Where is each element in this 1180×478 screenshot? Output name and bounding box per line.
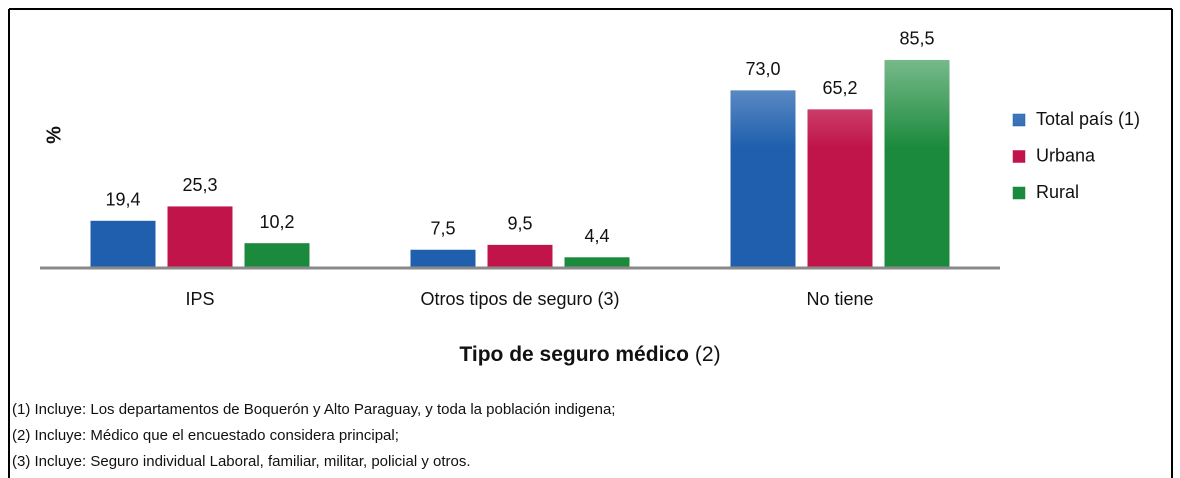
x-tick-label: No tiene <box>806 289 873 309</box>
data-label: 10,2 <box>259 212 294 232</box>
bar <box>884 59 950 269</box>
data-label: 85,5 <box>899 29 934 49</box>
bar <box>807 109 873 268</box>
footnote: (2) Incluye: Médico que el encuestado co… <box>12 427 399 444</box>
x-axis-label: Tipo de seguro médico (2) <box>459 343 720 366</box>
data-label: 25,3 <box>182 175 217 195</box>
legend-swatch <box>1012 186 1026 200</box>
footnote: (1) Incluye: Los departamentos de Boquer… <box>12 401 615 418</box>
legend-label: Urbana <box>1036 145 1096 165</box>
footnote: (3) Incluye: Seguro individual Laboral, … <box>12 453 471 470</box>
bar <box>90 220 156 268</box>
legend-label: Total país (1) <box>1036 109 1140 129</box>
legend-swatch <box>1012 113 1026 127</box>
legend-swatch <box>1012 150 1026 163</box>
bar <box>564 257 630 268</box>
data-label: 4,4 <box>584 226 609 246</box>
x-tick-label: Otros tipos de seguro (3) <box>420 289 619 309</box>
legend-label: Rural <box>1036 182 1079 202</box>
x-axis-note: (2) <box>695 343 721 366</box>
data-label: 7,5 <box>430 219 455 239</box>
bar <box>730 90 796 268</box>
y-axis-label: % <box>43 126 65 144</box>
x-tick-label: IPS <box>185 289 214 309</box>
x-axis-title: Tipo de seguro médico <box>459 343 688 366</box>
bar <box>244 243 310 268</box>
data-label: 19,4 <box>105 190 140 210</box>
data-label: 65,2 <box>822 78 857 98</box>
bar <box>487 244 553 268</box>
bar <box>167 206 233 268</box>
data-label: 9,5 <box>507 214 532 234</box>
bar <box>410 249 476 268</box>
data-label: 73,0 <box>745 59 780 79</box>
